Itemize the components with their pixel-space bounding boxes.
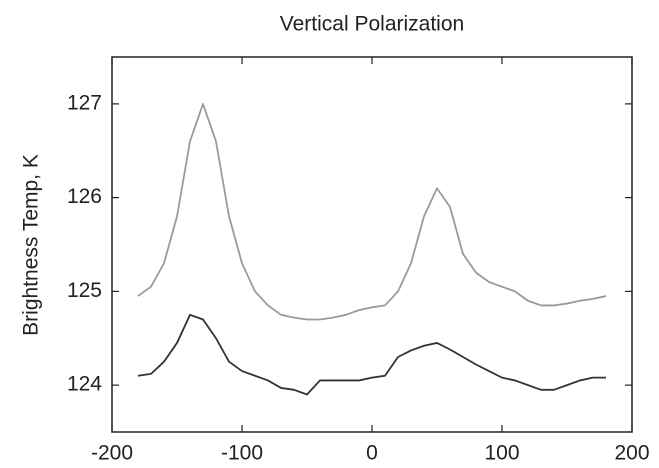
y-tick-label: 126 <box>67 185 102 208</box>
series-line <box>137 102 607 321</box>
plot-frame <box>111 56 633 433</box>
x-tick-label: 0 <box>366 442 378 465</box>
y-tick-label: 127 <box>67 91 102 114</box>
x-tick-label: -200 <box>91 442 133 465</box>
y-tick-label: 125 <box>67 279 102 302</box>
chart-title: Vertical Polarization <box>280 13 464 36</box>
y-tick-label: 124 <box>67 373 102 396</box>
y-axis-label: Brightness Temp, K <box>20 154 43 336</box>
x-tick-label: 200 <box>614 442 649 465</box>
x-tick-label: 100 <box>484 442 519 465</box>
x-tick-label: -100 <box>221 442 263 465</box>
series-line <box>137 313 606 396</box>
